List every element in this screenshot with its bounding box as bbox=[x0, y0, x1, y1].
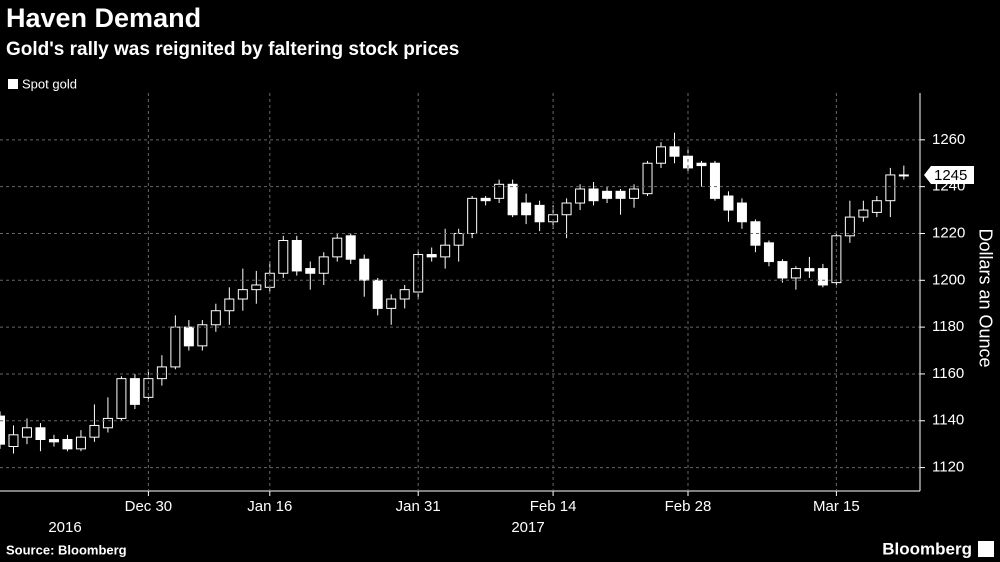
candle-body bbox=[831, 235, 842, 284]
last-value-label: 1245 bbox=[934, 167, 967, 184]
x-tick-label: Feb 28 bbox=[665, 498, 712, 515]
last-value-box bbox=[924, 165, 974, 184]
candle-body bbox=[494, 183, 505, 199]
brand-icon bbox=[978, 541, 994, 557]
candle-body bbox=[763, 242, 774, 263]
candle-body bbox=[615, 190, 626, 199]
y-tick-label: 1260 bbox=[932, 131, 965, 148]
candle-body bbox=[440, 244, 451, 258]
candle-body bbox=[170, 326, 181, 368]
candle-body bbox=[129, 378, 140, 405]
candle-body bbox=[521, 202, 532, 216]
chart-title: Haven Demand bbox=[6, 3, 201, 33]
x-tick-label: Dec 30 bbox=[125, 498, 173, 515]
candle-body bbox=[804, 268, 815, 272]
candle-body bbox=[696, 162, 707, 167]
candle-body bbox=[858, 209, 869, 218]
brand: Bloomberg bbox=[882, 539, 972, 558]
year-label: 2017 bbox=[511, 519, 544, 536]
year-label: 2016 bbox=[48, 519, 81, 536]
candle-body bbox=[251, 284, 262, 291]
candle-body bbox=[345, 235, 356, 260]
candle-body bbox=[399, 289, 410, 300]
candle-body bbox=[0, 415, 5, 445]
y-tick-label: 1120 bbox=[932, 459, 964, 476]
candle-body bbox=[507, 183, 518, 216]
candle-body bbox=[89, 424, 100, 438]
legend-label: Spot gold bbox=[22, 76, 77, 91]
candle-body bbox=[210, 310, 221, 326]
candle-body bbox=[156, 366, 167, 380]
candle-body bbox=[305, 268, 316, 274]
candle-body bbox=[116, 378, 127, 419]
candle-body bbox=[656, 146, 667, 164]
y-tick-label: 1160 bbox=[932, 365, 964, 382]
candle-body bbox=[777, 261, 788, 279]
candle-body bbox=[48, 438, 59, 443]
candle-body bbox=[844, 216, 855, 237]
candle-body bbox=[102, 417, 113, 429]
candle-body bbox=[575, 188, 586, 204]
candle-body bbox=[709, 162, 720, 199]
y-tick-label: 1220 bbox=[932, 224, 965, 241]
candle-body bbox=[736, 202, 747, 223]
candle-body bbox=[183, 326, 194, 347]
source: Source: Bloomberg bbox=[6, 542, 127, 557]
candle-body bbox=[534, 204, 545, 223]
candle-body bbox=[561, 202, 572, 216]
candle-body bbox=[642, 162, 653, 195]
candle-body bbox=[62, 438, 73, 450]
x-tick-label: Mar 15 bbox=[813, 498, 860, 515]
plot-area bbox=[0, 132, 909, 454]
legend-swatch bbox=[8, 79, 18, 89]
candle-body bbox=[898, 174, 909, 177]
candle-body bbox=[885, 174, 896, 202]
y-tick-label: 1140 bbox=[932, 412, 964, 429]
candle-body bbox=[224, 298, 235, 312]
y-tick-label: 1180 bbox=[932, 318, 964, 335]
candle-body bbox=[629, 188, 640, 199]
candle-body bbox=[359, 258, 370, 281]
candle-body bbox=[372, 279, 383, 309]
x-tick-label: Feb 14 bbox=[530, 498, 577, 515]
candle-body bbox=[790, 268, 801, 279]
candle-body bbox=[237, 289, 248, 300]
candle-body bbox=[8, 434, 19, 448]
candle-body bbox=[588, 188, 599, 202]
candle-body bbox=[35, 427, 46, 440]
candle-body bbox=[21, 427, 32, 438]
candle-body bbox=[480, 197, 491, 202]
chart-subtitle: Gold's rally was reignited by faltering … bbox=[6, 39, 459, 60]
candle-body bbox=[386, 298, 397, 309]
candle-body bbox=[723, 195, 734, 211]
y-axis-label: Dollars an Ounce bbox=[975, 228, 995, 367]
x-tick-label: Jan 16 bbox=[247, 498, 292, 515]
candle-body bbox=[871, 200, 882, 213]
candle-body bbox=[467, 197, 478, 234]
candle-body bbox=[75, 436, 86, 450]
candle-body bbox=[426, 254, 437, 258]
candle-body bbox=[453, 232, 464, 246]
candle-body bbox=[817, 268, 828, 286]
x-tick-label: Jan 31 bbox=[396, 498, 441, 515]
candle-body bbox=[291, 239, 302, 272]
candle-body bbox=[278, 239, 289, 274]
y-tick-label: 1200 bbox=[932, 271, 965, 288]
candle-body bbox=[669, 146, 680, 157]
candle-body bbox=[602, 190, 613, 199]
candle-body bbox=[332, 237, 343, 258]
candle-body bbox=[318, 256, 329, 274]
candle-body bbox=[197, 324, 208, 347]
